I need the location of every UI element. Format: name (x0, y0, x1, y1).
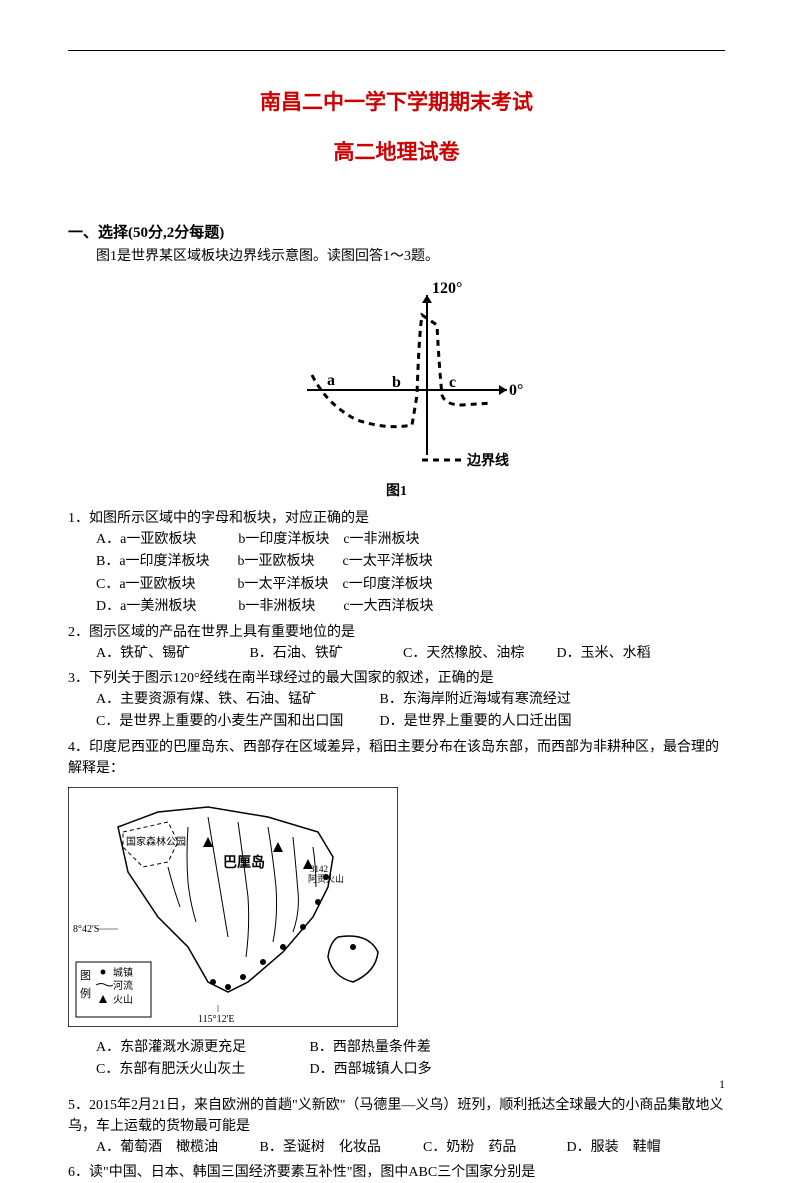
question-6: 6．读"中国、日本、韩国三国经济要素互补性"图，图中ABC三个国家分别是 (68, 1162, 725, 1183)
park-label: 国家森林公园 (126, 835, 186, 848)
q2-text: 2．图示区域的产品在世界上具有重要地位的是 (68, 625, 355, 640)
q6-text: 6．读"中国、日本、韩国三国经济要素互补性"图，图中ABC三个国家分别是 (68, 1165, 535, 1180)
question-3: 3．下列关于图示120°经线在南半球经过的最大国家的叙述，正确的是 A．主要资源… (68, 668, 725, 734)
elevation: 3142 (310, 864, 328, 874)
q2-option-b: B．石油、铁矿 (250, 643, 390, 665)
figure-1: 120° 0° a b c 边界线 (68, 275, 725, 475)
q5-option-a: A．葡萄酒 橄榄油 (96, 1137, 246, 1159)
bali-map: 国家森林公园 巴厘岛 3142 阿贡火山 8°42'S 115°12'E 图 例… (68, 787, 725, 1032)
question-5: 5．2015年2月21日，来自欧洲的首趟"义新欧"（马德里—义乌）班列，顺利抵达… (68, 1095, 725, 1159)
q1-option-d: D．a一美洲板块 b一非洲板块 c一大西洋板块 (68, 596, 725, 618)
legend-title-1: 图 (80, 969, 91, 982)
legend-volcano: 火山 (113, 994, 133, 1006)
q1-text: 1．如图所示区域中的字母和板块，对应正确的是 (68, 511, 369, 526)
q4-option-b: B．西部热量条件差 (310, 1037, 520, 1059)
island-name: 巴厘岛 (223, 854, 265, 871)
label-a: a (327, 372, 335, 389)
q4-option-c: C．东部有肥沃火山灰土 (96, 1059, 306, 1081)
question-1: 1．如图所示区域中的字母和板块，对应正确的是 A．a一亚欧板块 b一印度洋板块 … (68, 508, 725, 619)
q5-option-c: C．奶粉 药品 (423, 1137, 553, 1159)
legend-river: 河流 (113, 979, 133, 992)
q2-option-d: D．玉米、水稻 (557, 643, 697, 665)
title-sub: 高二地理试卷 (68, 136, 725, 166)
label-c: c (449, 374, 456, 391)
q5-option-d: D．服装 鞋帽 (567, 1137, 687, 1159)
q1-option-b: B．a一印度洋板块 b一亚欧板块 c一太平洋板块 (68, 551, 725, 573)
q2-option-a: A．铁矿、锡矿 (96, 643, 236, 665)
volcano-name: 阿贡火山 (308, 874, 344, 884)
q3-option-c: C．是世界上重要的小麦生产国和出口国 (96, 711, 376, 733)
q4-option-a: A．东部灌溉水源更充足 (96, 1037, 306, 1059)
lon-label: 120° (432, 280, 462, 297)
q5-option-b: B．圣诞树 化妆品 (260, 1137, 410, 1159)
lat-label: 0° (509, 382, 523, 399)
q1-option-c: C．a一亚欧板块 b一太平洋板块 c一印度洋板块 (68, 574, 725, 596)
legend-text: 边界线 (466, 452, 509, 469)
legend-title-2: 例 (80, 986, 91, 1000)
legend-town: 城镇 (113, 966, 133, 979)
q4-option-d: D．西部城镇人口多 (310, 1059, 520, 1081)
title-main: 南昌二中一学下学期期末考试 (68, 86, 725, 116)
label-b: b (392, 374, 401, 391)
section-1-intro: 图1是世界某区域板块边界线示意图。读图回答1～3题。 (68, 245, 725, 265)
figure-1-caption: 图1 (68, 480, 725, 500)
section-1-header: 一、选择(50分,2分每题) (68, 221, 725, 242)
q3-option-a: A．主要资源有煤、铁、石油、锰矿 (96, 689, 376, 711)
q5-text: 5．2015年2月21日，来自欧洲的首趟"义新欧"（马德里—义乌）班列，顺利抵达… (68, 1098, 723, 1134)
q3-text: 3．下列关于图示120°经线在南半球经过的最大国家的叙述，正确的是 (68, 671, 494, 686)
header-rule (68, 50, 725, 51)
lat-marker: 8°42'S (73, 924, 99, 935)
q4-text: 4．印度尼西亚的巴厘岛东、西部存在区域差异，稻田主要分布在该岛东部，而西部为非耕… (68, 740, 719, 776)
question-2: 2．图示区域的产品在世界上具有重要地位的是 A．铁矿、锡矿 B．石油、铁矿 C．… (68, 622, 725, 665)
bali-map-svg: 国家森林公园 巴厘岛 3142 阿贡火山 8°42'S 115°12'E 图 例… (68, 787, 398, 1027)
lon-marker: 115°12'E (198, 1014, 235, 1025)
page-number: 1 (719, 1077, 725, 1092)
q3-option-b: B．东海岸附近海域有寒流经过 (380, 689, 660, 711)
plate-boundary-diagram: 120° 0° a b c 边界线 (267, 275, 527, 470)
q3-option-d: D．是世界上重要的人口迁出国 (380, 711, 660, 733)
q2-option-c: C．天然橡胶、油棕 (403, 643, 543, 665)
question-4-options: A．东部灌溉水源更充足 B．西部热量条件差 C．东部有肥沃火山灰土 D．西部城镇… (68, 1037, 725, 1082)
question-4: 4．印度尼西亚的巴厘岛东、西部存在区域差异，稻田主要分布在该岛东部，而西部为非耕… (68, 737, 725, 779)
q1-option-a: A．a一亚欧板块 b一印度洋板块 c一非洲板块 (68, 529, 725, 551)
